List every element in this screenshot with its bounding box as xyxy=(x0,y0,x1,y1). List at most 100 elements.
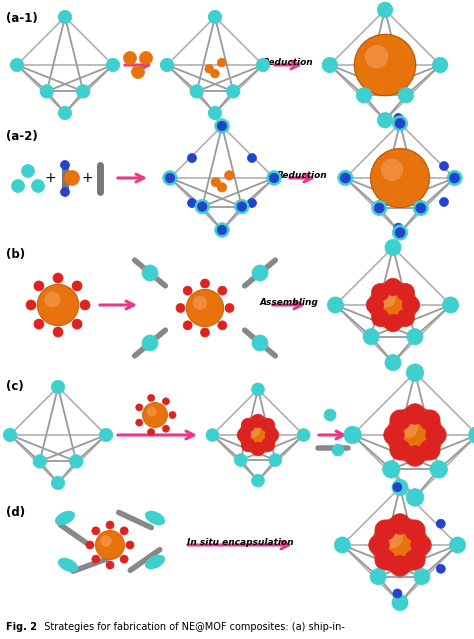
Circle shape xyxy=(190,85,203,98)
Circle shape xyxy=(381,159,403,181)
Circle shape xyxy=(355,35,415,95)
Circle shape xyxy=(297,429,310,442)
Circle shape xyxy=(384,425,404,445)
Circle shape xyxy=(397,309,414,327)
Circle shape xyxy=(344,426,361,443)
Circle shape xyxy=(11,180,25,192)
Circle shape xyxy=(10,58,24,72)
Circle shape xyxy=(251,442,265,456)
Circle shape xyxy=(215,119,229,134)
Circle shape xyxy=(269,173,279,183)
Circle shape xyxy=(365,45,388,68)
Circle shape xyxy=(374,203,384,213)
Circle shape xyxy=(186,289,224,327)
Circle shape xyxy=(218,321,227,330)
Circle shape xyxy=(227,85,240,98)
Circle shape xyxy=(334,537,350,553)
Circle shape xyxy=(53,273,63,283)
Circle shape xyxy=(366,296,384,314)
Text: (d): (d) xyxy=(6,506,25,519)
Circle shape xyxy=(405,404,425,424)
Circle shape xyxy=(373,518,427,572)
Circle shape xyxy=(201,279,210,288)
Circle shape xyxy=(419,410,440,431)
Circle shape xyxy=(64,171,80,185)
Circle shape xyxy=(188,153,197,162)
Circle shape xyxy=(397,284,414,301)
Circle shape xyxy=(225,171,234,180)
Circle shape xyxy=(58,106,72,119)
Circle shape xyxy=(124,52,137,65)
Circle shape xyxy=(101,535,111,546)
Circle shape xyxy=(392,479,408,495)
Circle shape xyxy=(217,183,227,192)
Circle shape xyxy=(106,58,120,72)
Circle shape xyxy=(394,114,403,123)
Circle shape xyxy=(120,555,128,563)
Circle shape xyxy=(80,300,90,310)
Text: Strategies for fabrication of NE@MOF composites: (a) ship-in-: Strategies for fabrication of NE@MOF com… xyxy=(38,622,345,632)
Circle shape xyxy=(92,527,100,535)
Circle shape xyxy=(72,281,82,291)
Circle shape xyxy=(169,412,176,419)
Circle shape xyxy=(136,419,143,426)
Circle shape xyxy=(92,555,100,563)
Circle shape xyxy=(235,199,249,214)
Circle shape xyxy=(136,404,143,411)
Circle shape xyxy=(139,52,153,65)
Circle shape xyxy=(416,203,426,213)
Circle shape xyxy=(372,517,428,573)
Circle shape xyxy=(147,394,155,401)
Circle shape xyxy=(340,173,350,183)
Circle shape xyxy=(324,409,336,421)
Circle shape xyxy=(377,112,393,128)
Circle shape xyxy=(198,202,207,212)
Circle shape xyxy=(163,171,177,185)
Circle shape xyxy=(395,227,405,238)
Circle shape xyxy=(252,383,264,396)
Circle shape xyxy=(377,2,393,17)
Circle shape xyxy=(439,197,448,206)
Circle shape xyxy=(397,417,418,438)
Circle shape xyxy=(402,296,420,314)
Circle shape xyxy=(142,265,158,281)
Circle shape xyxy=(131,66,145,79)
Circle shape xyxy=(328,297,344,313)
Circle shape xyxy=(246,423,260,437)
Circle shape xyxy=(234,454,247,466)
Circle shape xyxy=(393,589,402,598)
Text: Assembling: Assembling xyxy=(260,298,319,307)
Circle shape xyxy=(45,292,60,307)
Circle shape xyxy=(261,419,275,432)
Circle shape xyxy=(237,428,251,442)
Circle shape xyxy=(363,328,379,345)
Text: +: + xyxy=(44,171,56,185)
Circle shape xyxy=(436,520,445,528)
Circle shape xyxy=(34,281,44,291)
Circle shape xyxy=(21,164,35,178)
Circle shape xyxy=(406,364,424,381)
Circle shape xyxy=(206,429,219,442)
Circle shape xyxy=(53,327,63,337)
Circle shape xyxy=(261,438,275,452)
Circle shape xyxy=(163,398,169,405)
Circle shape xyxy=(443,297,459,313)
Circle shape xyxy=(106,561,114,569)
Circle shape xyxy=(51,476,65,489)
Circle shape xyxy=(370,569,386,585)
Circle shape xyxy=(201,328,210,337)
Circle shape xyxy=(241,438,255,452)
Ellipse shape xyxy=(55,511,74,525)
Circle shape xyxy=(61,187,70,197)
Circle shape xyxy=(405,550,425,570)
Circle shape xyxy=(372,309,389,327)
Circle shape xyxy=(413,201,428,216)
Circle shape xyxy=(439,162,448,171)
Circle shape xyxy=(378,290,395,307)
Text: Fig. 2: Fig. 2 xyxy=(6,622,37,632)
Circle shape xyxy=(72,319,82,329)
Circle shape xyxy=(398,88,414,103)
Circle shape xyxy=(251,414,265,428)
Circle shape xyxy=(31,180,45,192)
Circle shape xyxy=(240,417,276,453)
